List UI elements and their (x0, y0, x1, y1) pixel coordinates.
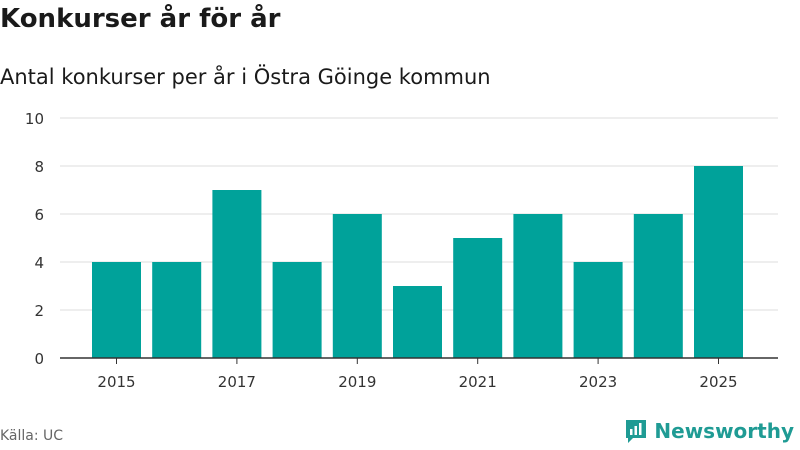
bar-2019 (332, 214, 382, 358)
chart-subtitle: Antal konkurser per år i Östra Göinge ko… (0, 65, 491, 89)
newsworthy-logo: Newsworthy (624, 418, 794, 444)
bar-2024 (633, 214, 683, 358)
x-tick-label: 2021 (459, 373, 497, 391)
bar-2021 (453, 238, 503, 358)
brand-name: Newsworthy (654, 419, 794, 443)
y-tick-label: 2 (34, 302, 44, 320)
source-note: Källa: UC (0, 428, 64, 444)
y-tick-label: 6 (34, 206, 44, 224)
bar-2020 (393, 286, 442, 358)
y-tick-label: 10 (25, 110, 44, 128)
bar-2016 (152, 262, 202, 358)
bar-2022 (513, 214, 563, 358)
x-tick-label: 2015 (97, 373, 135, 391)
bar-2023 (573, 262, 623, 358)
x-tick-label: 2019 (338, 373, 376, 391)
bar-2015 (92, 262, 141, 358)
bar-2025 (694, 166, 743, 358)
y-tick-label: 0 (34, 350, 44, 368)
chart-title: Konkurser år för år (0, 4, 281, 34)
bar-2018 (272, 262, 322, 358)
bar-chart: 0 2 4 6 8 10 2015 2017 2019 2021 2023 2025 (25, 110, 778, 391)
newsworthy-icon (626, 420, 647, 443)
x-tick-label: 2023 (579, 373, 617, 391)
y-tick-label: 4 (34, 254, 44, 272)
x-tick-label: 2025 (699, 373, 737, 391)
bar-2017 (212, 190, 262, 358)
y-tick-label: 8 (34, 158, 44, 176)
x-tick-label: 2017 (218, 373, 256, 391)
